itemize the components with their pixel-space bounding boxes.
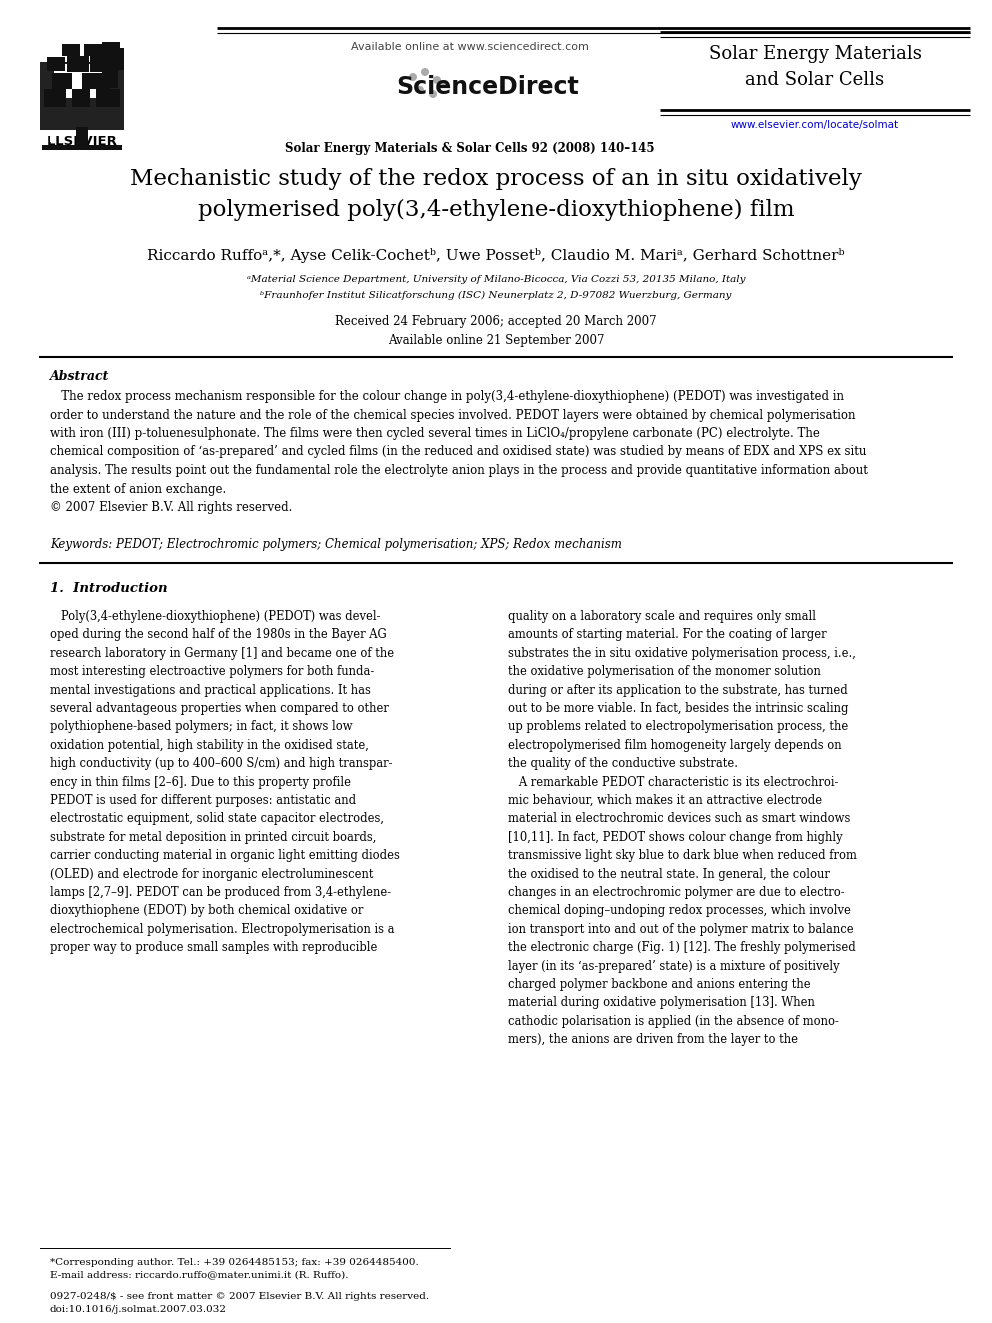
Bar	[84, 44, 104, 56]
Circle shape	[433, 75, 441, 83]
Bar	[52, 73, 72, 89]
Bar	[50, 132, 56, 142]
Bar	[47, 57, 65, 71]
Text: ELSEVIER: ELSEVIER	[47, 135, 117, 148]
Bar	[40, 62, 124, 130]
Circle shape	[421, 67, 429, 75]
Circle shape	[441, 79, 449, 89]
Text: The redox process mechanism responsible for the colour change in poly(3,4-ethyle: The redox process mechanism responsible …	[50, 390, 868, 515]
Bar	[90, 56, 116, 71]
Text: 0927-0248/$ - see front matter © 2007 Elsevier B.V. All rights reserved.
doi:10.: 0927-0248/$ - see front matter © 2007 El…	[50, 1293, 430, 1314]
Bar	[102, 42, 120, 56]
Bar	[42, 146, 122, 149]
Circle shape	[409, 73, 417, 81]
Text: Solar Energy Materials & Solar Cells 92 (2008) 140–145: Solar Energy Materials & Solar Cells 92 …	[286, 142, 655, 155]
Bar	[54, 64, 110, 98]
Bar	[44, 89, 66, 107]
Bar	[76, 127, 88, 146]
Bar	[96, 89, 120, 107]
Text: Poly(3,4-ethylene-dioxythiophene) (PEDOT) was devel-
oped during the second half: Poly(3,4-ethylene-dioxythiophene) (PEDOT…	[50, 610, 400, 954]
Text: *Corresponding author. Tel.: +39 0264485153; fax: +39 0264485400.
E-mail address: *Corresponding author. Tel.: +39 0264485…	[50, 1258, 419, 1279]
Text: Solar Energy Materials
and Solar Cells: Solar Energy Materials and Solar Cells	[708, 45, 922, 90]
Bar	[102, 67, 118, 89]
Text: 1.  Introduction: 1. Introduction	[50, 582, 168, 595]
Text: www.elsevier.com/locate/solmat: www.elsevier.com/locate/solmat	[731, 120, 899, 130]
Bar	[110, 48, 124, 70]
Text: Mechanistic study of the redox process of an in situ oxidatively
polymerised pol: Mechanistic study of the redox process o…	[130, 168, 862, 221]
Bar	[72, 89, 90, 107]
Text: Keywords: PEDOT; Electrochromic polymers; Chemical polymerisation; XPS; Redox me: Keywords: PEDOT; Electrochromic polymers…	[50, 538, 622, 550]
Text: ᵃMaterial Science Department, University of Milano-Bicocca, Via Cozzi 53, 20135 : ᵃMaterial Science Department, University…	[247, 275, 745, 284]
Text: Abstract: Abstract	[50, 370, 109, 382]
Bar	[67, 56, 89, 71]
Bar	[82, 73, 110, 89]
Text: ᵇFraunhofer Institut Silicatforschung (ISC) Neunerplatz 2, D-97082 Wuerzburg, Ge: ᵇFraunhofer Institut Silicatforschung (I…	[260, 291, 732, 300]
Text: Riccardo Ruffoᵃ,*, Ayse Celik-Cochetᵇ, Uwe Possetᵇ, Claudio M. Mariᵃ, Gerhard Sc: Riccardo Ruffoᵃ,*, Ayse Celik-Cochetᵇ, U…	[147, 247, 845, 263]
Bar	[62, 44, 80, 56]
Text: Received 24 February 2006; accepted 20 March 2007
Available online 21 September : Received 24 February 2006; accepted 20 M…	[335, 315, 657, 347]
Text: quality on a laboratory scale and requires only small
amounts of starting materi: quality on a laboratory scale and requir…	[508, 610, 857, 1046]
Circle shape	[429, 90, 437, 98]
Circle shape	[416, 86, 424, 94]
Text: Available online at www.sciencedirect.com: Available online at www.sciencedirect.co…	[351, 42, 589, 52]
Text: ScienceDirect: ScienceDirect	[397, 75, 579, 99]
